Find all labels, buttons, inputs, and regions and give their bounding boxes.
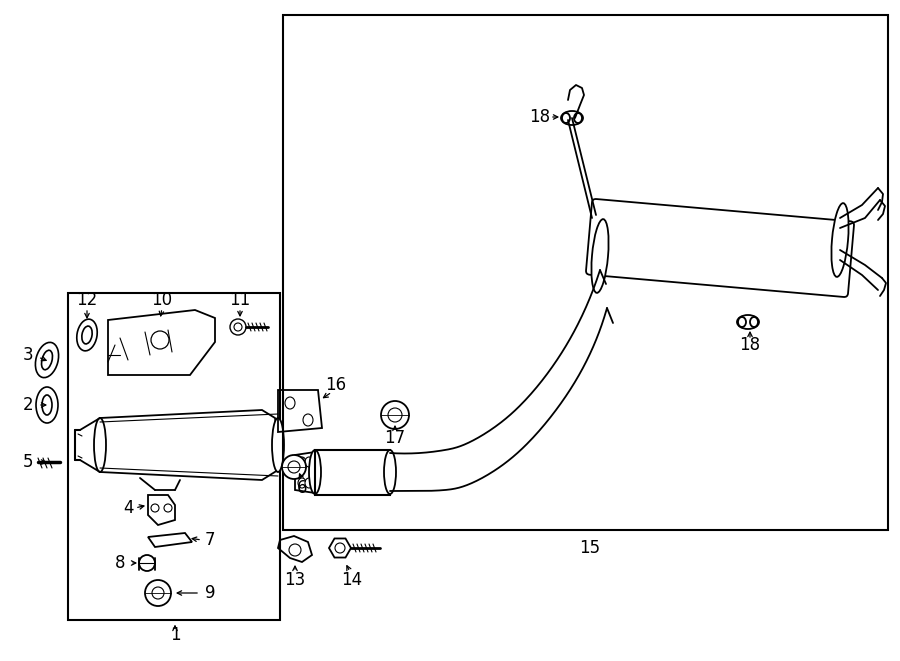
- Ellipse shape: [305, 478, 313, 488]
- Ellipse shape: [305, 457, 313, 467]
- Text: 9: 9: [205, 584, 215, 602]
- Ellipse shape: [285, 397, 295, 409]
- Text: 16: 16: [326, 376, 346, 394]
- Text: 2: 2: [22, 396, 33, 414]
- Ellipse shape: [164, 504, 172, 512]
- Ellipse shape: [381, 401, 409, 429]
- Text: 1: 1: [170, 626, 180, 644]
- Text: 7: 7: [205, 531, 215, 549]
- Bar: [68, 293, 280, 620]
- Ellipse shape: [151, 504, 159, 512]
- Text: 15: 15: [580, 539, 600, 557]
- Text: 8: 8: [115, 554, 125, 572]
- Bar: [315, 450, 390, 495]
- Ellipse shape: [145, 580, 171, 606]
- Ellipse shape: [335, 543, 345, 553]
- Text: 12: 12: [76, 291, 97, 309]
- Ellipse shape: [298, 478, 306, 488]
- Ellipse shape: [35, 342, 58, 377]
- Text: 10: 10: [151, 291, 173, 309]
- Ellipse shape: [234, 323, 242, 331]
- Ellipse shape: [738, 317, 746, 327]
- Ellipse shape: [82, 326, 92, 344]
- Ellipse shape: [288, 461, 300, 473]
- Ellipse shape: [230, 319, 246, 335]
- Ellipse shape: [272, 418, 284, 472]
- Text: 18: 18: [740, 336, 760, 354]
- Ellipse shape: [298, 457, 306, 467]
- Ellipse shape: [36, 387, 58, 423]
- Ellipse shape: [591, 219, 608, 293]
- Ellipse shape: [282, 455, 306, 479]
- Text: 4: 4: [122, 499, 133, 517]
- Text: 6: 6: [297, 479, 307, 497]
- Text: 13: 13: [284, 571, 306, 589]
- Ellipse shape: [832, 203, 849, 277]
- Ellipse shape: [94, 418, 106, 472]
- Text: 5: 5: [22, 453, 33, 471]
- Ellipse shape: [289, 544, 301, 556]
- Ellipse shape: [561, 111, 583, 125]
- Ellipse shape: [384, 450, 396, 494]
- Ellipse shape: [42, 395, 52, 415]
- Text: 17: 17: [384, 429, 406, 447]
- Ellipse shape: [574, 113, 582, 123]
- Ellipse shape: [309, 450, 321, 494]
- Ellipse shape: [139, 555, 155, 571]
- FancyBboxPatch shape: [586, 199, 854, 297]
- Ellipse shape: [152, 587, 164, 599]
- Ellipse shape: [562, 113, 570, 123]
- Text: 14: 14: [341, 571, 363, 589]
- Ellipse shape: [750, 317, 758, 327]
- Ellipse shape: [76, 319, 97, 351]
- Bar: [283, 15, 888, 530]
- Ellipse shape: [737, 315, 759, 329]
- Text: 3: 3: [22, 346, 33, 364]
- Text: 11: 11: [230, 291, 250, 309]
- Ellipse shape: [151, 331, 169, 349]
- Text: 18: 18: [529, 108, 551, 126]
- Ellipse shape: [388, 408, 402, 422]
- Ellipse shape: [41, 350, 52, 369]
- Ellipse shape: [303, 414, 313, 426]
